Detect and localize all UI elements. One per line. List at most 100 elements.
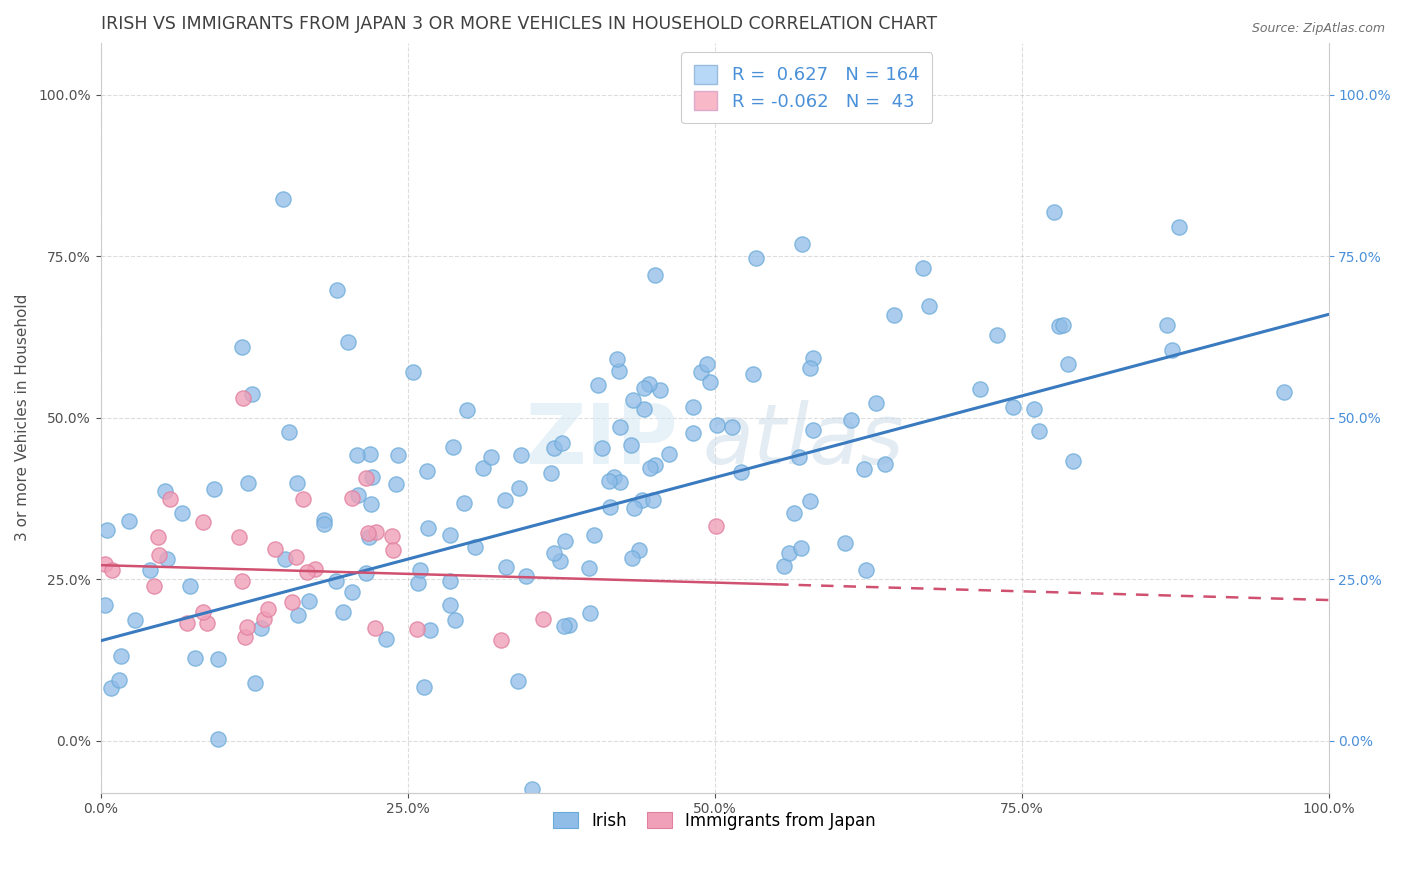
Point: [34, 522, 56, 536]
Point: [495, 559, 517, 574]
Point: [696, 357, 718, 371]
Point: [557, 617, 579, 632]
Point: [117, 514, 139, 528]
Point: [361, 470, 384, 484]
Point: [284, 549, 307, 564]
Legend: Irish, Immigrants from Japan: Irish, Immigrants from Japan: [547, 805, 883, 837]
Point: [413, 680, 436, 694]
Point: [347, 488, 370, 502]
Point: [32, 615, 55, 629]
Point: [627, 543, 650, 558]
Point: [599, 500, 621, 514]
Point: [41, 509, 63, 524]
Point: [191, 516, 214, 530]
Point: [801, 423, 824, 437]
Point: [745, 251, 768, 265]
Point: [540, 466, 562, 480]
Point: [346, 448, 368, 462]
Point: [801, 351, 824, 365]
Point: [773, 559, 796, 574]
Point: [658, 447, 681, 461]
Point: [1028, 424, 1050, 438]
Point: [1043, 205, 1066, 219]
Point: [354, 566, 377, 580]
Point: [382, 542, 405, 557]
Point: [1367, 363, 1389, 377]
Point: [607, 364, 630, 378]
Point: [553, 619, 575, 633]
Point: [409, 563, 432, 577]
Point: [644, 458, 666, 472]
Point: [578, 561, 600, 575]
Point: [918, 299, 941, 313]
Point: [231, 340, 253, 354]
Point: [510, 449, 533, 463]
Point: [1161, 343, 1184, 358]
Point: [312, 516, 335, 531]
Point: [439, 599, 461, 613]
Point: [1047, 318, 1070, 333]
Point: [699, 376, 721, 390]
Point: [852, 461, 875, 475]
Point: [855, 563, 877, 577]
Point: [778, 546, 800, 560]
Point: [508, 481, 530, 495]
Point: [34, 548, 56, 562]
Point: [721, 420, 744, 434]
Point: [100, 681, 122, 695]
Point: [633, 381, 655, 395]
Point: [515, 569, 537, 583]
Point: [243, 676, 266, 690]
Point: [682, 425, 704, 440]
Point: [609, 475, 631, 489]
Point: [1057, 357, 1080, 371]
Point: [30, 599, 52, 613]
Point: [360, 497, 382, 511]
Point: [799, 361, 821, 376]
Point: [883, 308, 905, 322]
Point: [638, 461, 661, 475]
Point: [146, 530, 169, 544]
Point: [139, 563, 162, 577]
Point: [1024, 401, 1046, 416]
Point: [156, 551, 179, 566]
Point: [191, 605, 214, 619]
Point: [456, 403, 478, 417]
Point: [479, 450, 502, 464]
Point: [357, 530, 380, 544]
Point: [184, 650, 207, 665]
Point: [42, 628, 65, 642]
Point: [550, 554, 572, 568]
Point: [621, 550, 644, 565]
Point: [551, 435, 574, 450]
Point: [419, 623, 441, 637]
Point: [543, 441, 565, 455]
Point: [787, 450, 810, 464]
Point: [108, 673, 131, 688]
Point: [364, 621, 387, 635]
Point: [644, 268, 666, 282]
Point: [124, 613, 146, 627]
Point: [637, 376, 659, 391]
Point: [401, 365, 423, 379]
Point: [1001, 400, 1024, 414]
Point: [292, 491, 315, 506]
Point: [522, 781, 544, 796]
Point: [416, 520, 439, 534]
Point: [439, 574, 461, 588]
Point: [337, 334, 360, 349]
Point: [790, 541, 813, 555]
Point: [11, 549, 34, 564]
Point: [207, 731, 229, 746]
Point: [441, 440, 464, 454]
Point: [406, 576, 429, 591]
Point: [706, 417, 728, 432]
Point: [37, 537, 59, 551]
Point: [799, 494, 821, 508]
Point: [582, 528, 605, 542]
Point: [159, 492, 181, 507]
Point: [444, 613, 467, 627]
Point: [298, 594, 321, 608]
Point: [579, 606, 602, 620]
Point: [238, 476, 260, 491]
